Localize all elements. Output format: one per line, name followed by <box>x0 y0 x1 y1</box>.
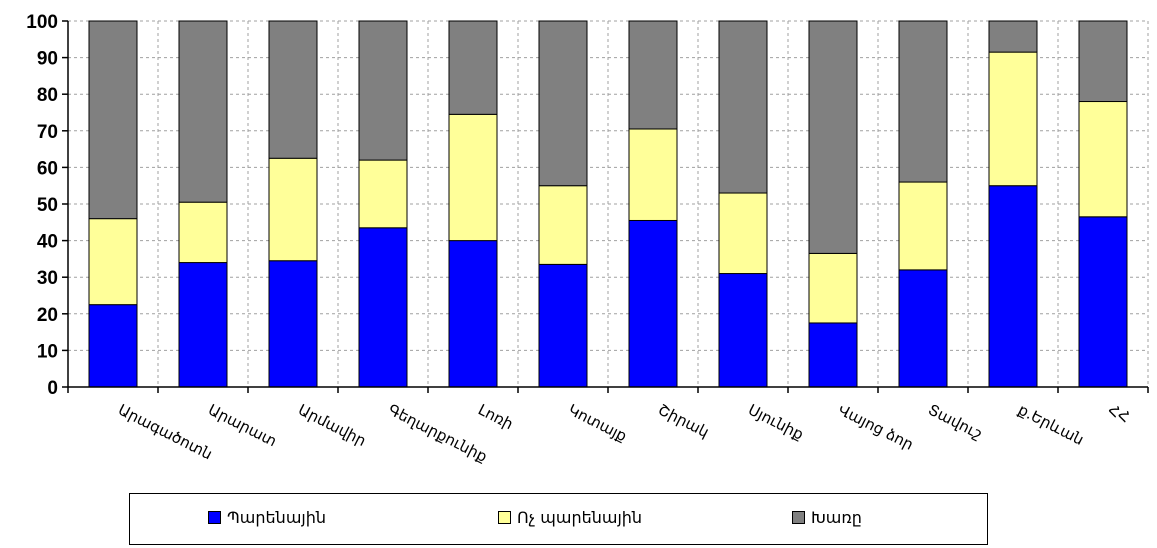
bar-segment-food <box>1078 216 1128 388</box>
y-tick-label: 10 <box>37 341 58 362</box>
legend-swatch-food <box>208 511 221 524</box>
x-tick-label: Սյունիք <box>745 401 806 444</box>
bar-segment-nonfood <box>988 51 1038 187</box>
legend-label-food: Պարենային <box>227 508 327 527</box>
bar-segment-nonfood <box>628 128 678 221</box>
axes <box>62 20 1149 393</box>
bar-segment-nonfood <box>538 185 588 265</box>
bar-segment-nonfood <box>448 113 498 242</box>
bar-segment-mixed <box>268 20 318 159</box>
bar-segment-food <box>358 227 408 388</box>
x-tick-label: Կոտայք <box>565 401 630 446</box>
y-tick-label: 60 <box>37 158 58 179</box>
bar-segment-food <box>898 269 948 388</box>
bar-segment-nonfood <box>718 192 768 275</box>
bar-segment-mixed <box>988 20 1038 53</box>
x-tick-label: Արարատ <box>205 401 279 451</box>
bar-segment-food <box>268 260 318 388</box>
y-tick-label: 30 <box>37 268 58 289</box>
bar-segment-food <box>178 262 228 388</box>
bar-segment-food <box>538 263 588 388</box>
legend-label-mixed: Խառը <box>811 508 862 527</box>
legend-label-nonfood: Ոչ պարենային <box>517 508 643 527</box>
bar-segment-nonfood <box>1078 101 1128 218</box>
bar-segment-nonfood <box>808 252 858 324</box>
y-tick-label: 100 <box>26 12 58 33</box>
bar-segment-mixed <box>178 20 228 203</box>
bar-segment-nonfood <box>358 159 408 229</box>
bar-segment-mixed <box>358 20 408 161</box>
x-tick-label: Շիրակ <box>655 401 712 442</box>
bar-segment-mixed <box>808 20 858 254</box>
legend: Պարենային Ոչ պարենային Խառը <box>129 493 988 545</box>
bar-segment-mixed <box>1078 20 1128 103</box>
bar-segment-food <box>448 240 498 388</box>
x-tick-label: ՀՀ <box>1105 401 1132 427</box>
bar-segment-mixed <box>628 20 678 130</box>
y-tick-label: 40 <box>37 232 58 253</box>
legend-item-mixed: Խառը <box>792 508 862 527</box>
bar-segment-mixed <box>88 20 138 220</box>
bar-segment-mixed <box>718 20 768 194</box>
bar-segment-mixed <box>448 20 498 115</box>
bar-segment-nonfood <box>268 157 318 262</box>
bar-segment-food <box>88 304 138 388</box>
bar-segment-food <box>808 322 858 388</box>
legend-swatch-mixed <box>792 511 805 524</box>
bar-segment-nonfood <box>88 218 138 306</box>
bars <box>88 20 1128 388</box>
y-tick-label: 70 <box>37 122 58 143</box>
y-tick-label: 90 <box>37 49 58 70</box>
x-tick-label: Արագածոտն <box>115 401 215 464</box>
gridlines <box>68 20 1149 387</box>
x-tick-label: Վայոց ձոր <box>835 401 916 454</box>
legend-item-nonfood: Ոչ պարենային <box>498 508 642 527</box>
bar-segment-mixed <box>898 20 948 183</box>
bar-segment-nonfood <box>898 181 948 271</box>
x-tick-label: Լոռի <box>475 401 516 434</box>
x-tick-label: Արմավիր <box>295 401 369 450</box>
y-tick-label: 0 <box>47 378 58 399</box>
y-tick-labels: 0 10 20 30 40 50 60 70 80 90 100 <box>26 12 58 399</box>
x-tick-label: Գեղարքունիք <box>385 401 490 466</box>
bar-segment-food <box>988 185 1038 388</box>
bar-segment-nonfood <box>178 201 228 264</box>
bar-segment-mixed <box>538 20 588 187</box>
y-tick-label: 80 <box>37 85 58 106</box>
y-tick-label: 50 <box>37 195 58 216</box>
x-tick-label: Տավուշ <box>925 401 985 443</box>
x-tick-label: ք.Երևան <box>1015 401 1087 449</box>
legend-item-food: Պարենային <box>208 508 326 527</box>
bar-segment-food <box>718 273 768 388</box>
legend-swatch-nonfood <box>498 511 511 524</box>
bar-segment-food <box>628 219 678 388</box>
y-tick-label: 20 <box>37 305 58 326</box>
